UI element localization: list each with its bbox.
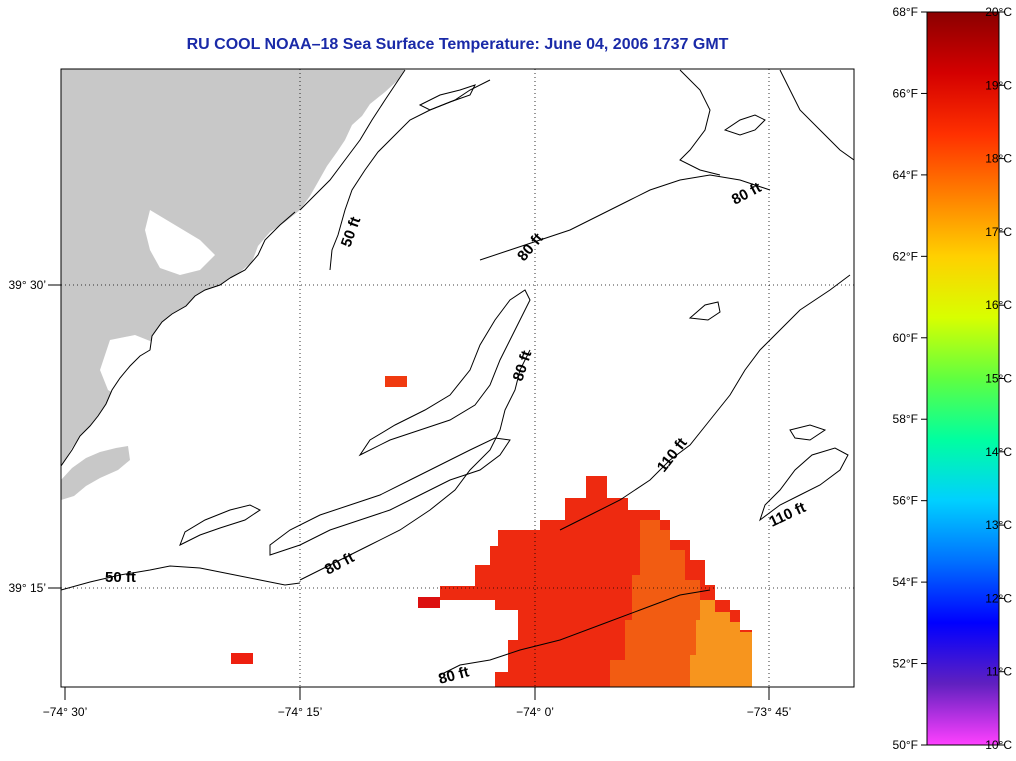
sst-pixel — [385, 376, 407, 387]
estuary-water — [145, 210, 215, 275]
latitude-label: 39° 30’ — [9, 278, 47, 292]
marsh-water — [100, 335, 175, 400]
colorbar-celsius-label: 15°C — [985, 372, 1012, 386]
contour-shoal — [418, 84, 476, 111]
latitude-label: 39° 15’ — [9, 581, 47, 595]
contour-label: 50 ft — [105, 569, 136, 586]
cool-water-patch — [690, 600, 752, 687]
colorbar-fahrenheit-label: 62°F — [893, 249, 918, 263]
map-panel[interactable]: 50 ft 50 ft 80 ft 80 ft 80 ft 80 ft 80 f… — [9, 68, 855, 719]
contour-80ft — [299, 349, 531, 581]
longitude-label: −74° 0’ — [516, 705, 554, 719]
contour-80ft — [479, 174, 771, 261]
contour-shoal — [358, 289, 531, 457]
colorbar-celsius-label: 20°C — [985, 5, 1012, 19]
contour-80ft — [439, 589, 711, 676]
contour-shoal — [789, 424, 827, 441]
contour-shoal — [688, 301, 721, 321]
colorbar-fahrenheit-label: 66°F — [893, 86, 918, 100]
longitude-label: −73° 45’ — [747, 705, 792, 719]
colorbar-fahrenheit-label: 60°F — [893, 331, 918, 345]
colorbar-celsius-label: 16°C — [985, 298, 1012, 312]
mid-water-patch — [610, 520, 712, 687]
contour-offshore — [679, 69, 721, 176]
contour-nearshore — [299, 69, 406, 211]
colorbar-fahrenheit-label: 50°F — [893, 738, 918, 752]
contour-nearshore — [229, 211, 296, 279]
colorbar-celsius-label: 11°C — [986, 665, 1012, 679]
contour-shoal — [269, 437, 511, 556]
colorbar-fahrenheit-label: 58°F — [893, 412, 918, 426]
sst-pixel — [418, 597, 440, 608]
land-mass — [61, 69, 405, 466]
graticule — [61, 69, 854, 687]
colorbar-scale — [926, 11, 1000, 746]
colorbar-celsius-labels: 20°C 19°C 18°C 17°C 16°C 15°C 14°C 13°C 12°C 11°C… — [985, 5, 1012, 752]
contour-shoal — [179, 504, 261, 547]
colorbar-celsius-label: 18°C — [985, 152, 1012, 166]
contour-offshore — [779, 69, 854, 161]
colorbar-fahrenheit-label: 54°F — [893, 575, 918, 589]
sst-pixel — [231, 653, 253, 664]
longitude-label: −74° 15’ — [278, 705, 323, 719]
colorbar: 68°F 66°F 64°F 62°F 60°F 58°F 56°F 54°F 52°F 50°F… — [893, 5, 1013, 752]
axis-ticks — [48, 284, 770, 700]
land-layer — [61, 69, 405, 500]
contour-shoal — [723, 114, 766, 136]
longitude-label: −74° 30’ — [43, 705, 88, 719]
colorbar-fahrenheit-label: 68°F — [893, 5, 918, 19]
colorbar-fahrenheit-label: 56°F — [893, 494, 918, 508]
contour-50ft — [61, 565, 301, 591]
bathymetry-contours — [61, 69, 854, 676]
contour-110ft — [559, 274, 851, 531]
map-border — [60, 68, 855, 688]
colorbar-celsius-label: 12°C — [985, 591, 1012, 605]
colorbar-fahrenheit-label: 52°F — [893, 657, 918, 671]
colorbar-celsius-label: 19°C — [985, 78, 1012, 92]
colorbar-celsius-label: 17°C — [985, 225, 1012, 239]
sst-pixels — [231, 376, 752, 687]
colorbar-celsius-label: 14°C — [985, 445, 1012, 459]
colorbar-celsius-label: 13°C — [985, 518, 1012, 532]
colorbar-fahrenheit-labels: 68°F 66°F 64°F 62°F 60°F 58°F 56°F 54°F 52°F 50°F — [893, 5, 927, 752]
colorbar-celsius-label: 10°C — [985, 738, 1012, 752]
contour-coast — [61, 277, 231, 467]
contour-110ft — [759, 447, 849, 522]
axis-labels: −74° 30’ −74° 15’ −74° 0’ −73° 45’ 39° 3… — [9, 278, 792, 719]
barrier-island — [61, 446, 130, 500]
colorbar-fahrenheit-label: 64°F — [893, 168, 918, 182]
map-title: RU COOL NOAA–18 Sea Surface Temperature:… — [186, 36, 729, 53]
